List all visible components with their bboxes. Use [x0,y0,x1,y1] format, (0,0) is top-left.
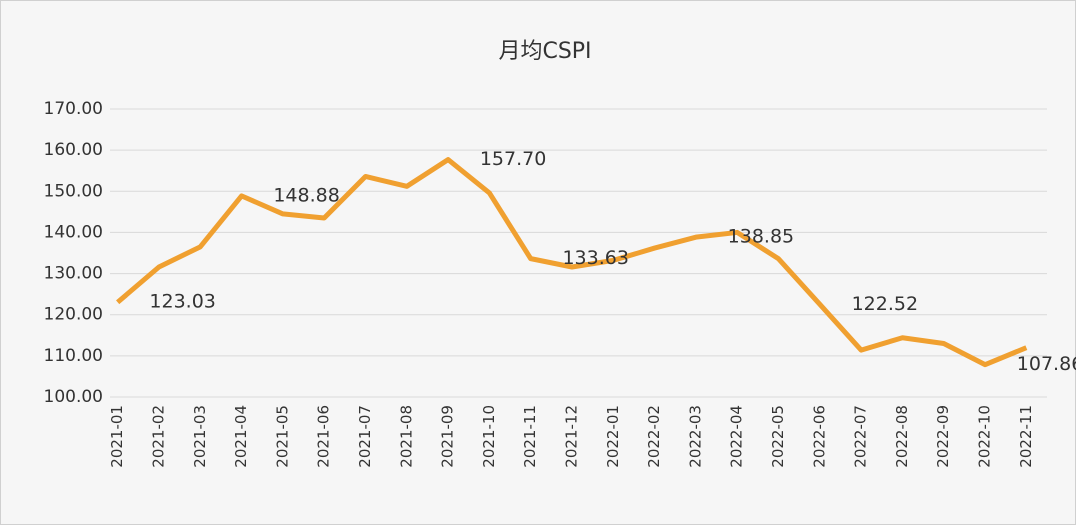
x-tick-label: 2022-03 [686,405,704,468]
x-tick-label: 2021-09 [439,405,457,468]
x-tick-label: 2021-12 [563,405,581,468]
x-tick-label: 2022-04 [728,405,746,468]
data-label: 148.88 [273,184,339,206]
y-tick-label: 140.00 [44,222,103,242]
data-label: 107.86 [1017,353,1076,375]
x-tick-label: 2022-09 [934,405,952,468]
y-tick-label: 170.00 [44,99,103,119]
x-tick-label: 2021-01 [108,405,126,468]
x-tick-label: 2022-05 [769,405,787,468]
x-tick-label: 2021-03 [191,405,209,468]
x-tick-label: 2021-08 [397,405,415,468]
x-tick-label: 2022-07 [852,405,870,468]
x-tick-label: 2021-05 [273,405,291,468]
x-tick-label: 2021-02 [149,405,167,468]
x-tick-label: 2021-11 [521,405,539,468]
x-tick-label: 2022-08 [893,405,911,468]
x-tick-label: 2021-04 [232,405,250,468]
y-tick-label: 150.00 [44,181,103,201]
y-tick-label: 110.00 [44,346,103,366]
y-tick-label: 120.00 [44,305,103,325]
x-tick-label: 2022-06 [810,405,828,468]
chart-title: 月均CSPI [498,39,591,64]
y-tick-label: 130.00 [44,264,103,284]
x-tick-label: 2022-02 [645,405,663,468]
data-label: 133.63 [562,247,628,269]
data-label: 157.70 [480,148,546,170]
data-label: 138.85 [728,226,794,248]
data-label: 122.52 [852,293,918,315]
x-tick-label: 2021-10 [480,405,498,468]
y-tick-label: 100.00 [44,387,103,407]
x-tick-label: 2021-06 [315,405,333,468]
data-line [116,157,1028,368]
y-tick-label: 160.00 [44,140,103,160]
x-tick-label: 2022-11 [1017,405,1035,468]
x-tick-label: 2022-10 [976,405,994,468]
x-tick-label: 2021-07 [356,405,374,468]
x-tick-label: 2022-01 [604,405,622,468]
data-label: 123.03 [149,291,215,313]
